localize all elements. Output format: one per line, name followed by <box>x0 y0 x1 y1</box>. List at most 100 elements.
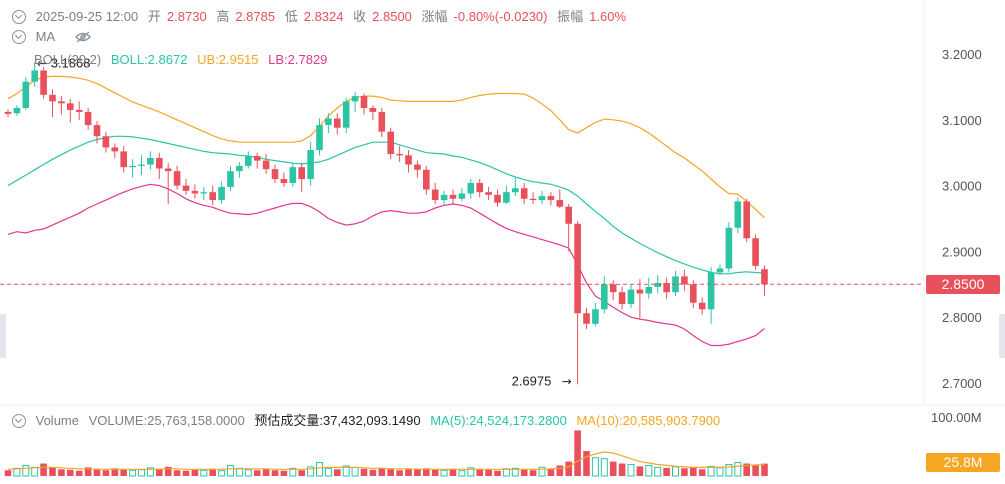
volume-bar <box>31 466 39 477</box>
volume-bar <box>235 467 243 477</box>
candle-body <box>325 118 332 126</box>
candle-body <box>369 107 377 112</box>
current-price-tag: 2.8500 <box>926 274 1000 294</box>
min-price-arrow: → <box>562 374 572 388</box>
price-axis-tick: 2.9000 <box>942 244 982 259</box>
candle-body <box>307 150 314 180</box>
volume-bar <box>271 470 279 476</box>
candle-body <box>129 165 136 168</box>
candle-body <box>378 111 386 132</box>
volume-bar <box>476 469 483 476</box>
candle-body <box>423 169 430 190</box>
volume-bar <box>494 470 501 476</box>
boll-upper-line <box>7 75 765 219</box>
volume-bar <box>574 430 581 476</box>
eye-off-icon[interactable] <box>74 31 91 46</box>
open-value: 2.8730 <box>166 9 207 24</box>
min-price-annotation: 2.6975 <box>512 373 552 388</box>
boll-lb-value: LB:2.7829 <box>268 52 328 67</box>
candle-body <box>209 192 216 201</box>
candle-body <box>618 292 626 305</box>
volume-bar <box>547 469 555 476</box>
candle-body <box>743 201 750 239</box>
candle-body <box>173 171 181 186</box>
volume-bar <box>191 469 199 476</box>
volume-bar <box>591 457 599 477</box>
volume-bar <box>698 469 706 476</box>
price-axis-tick: 3.0000 <box>942 179 982 194</box>
candle-body <box>681 276 688 285</box>
candle-body <box>440 194 448 201</box>
volume-bar <box>334 469 341 476</box>
volume-bar <box>316 462 323 477</box>
volume-bar <box>725 463 733 477</box>
volume-bar <box>618 463 626 476</box>
collapse-icon[interactable] <box>12 10 26 24</box>
low-value: 2.8324 <box>303 9 344 24</box>
volume-bar <box>716 467 724 477</box>
candle-body <box>645 286 653 294</box>
volume-bar <box>734 462 742 477</box>
candle-body <box>565 206 572 224</box>
volume-bar <box>49 467 56 476</box>
candle-body <box>485 192 492 195</box>
candle-body <box>200 192 208 194</box>
candle-body <box>191 190 199 194</box>
candle-body <box>476 182 483 193</box>
volume-bar <box>129 469 137 477</box>
volume-bar <box>761 463 768 476</box>
candle-body <box>396 154 403 156</box>
amplitude-value: 1.60% <box>589 9 627 24</box>
volume-bar <box>253 470 261 476</box>
left-scroll-handle[interactable] <box>0 314 6 358</box>
volume-bar <box>111 468 119 476</box>
candle-body <box>227 171 234 187</box>
volume-bar <box>146 467 154 477</box>
candle-body <box>93 125 101 137</box>
boll-name[interactable]: BOLL(20,2) <box>34 52 102 67</box>
candle-body <box>58 101 65 104</box>
candle-body <box>716 268 724 273</box>
volume-value: VOLUME:25,763,158.0000 <box>88 413 245 428</box>
estimated-volume: 预估成交量:37,432,093.1490 <box>254 413 421 428</box>
volume-bar <box>449 469 457 476</box>
right-scroll-handle[interactable] <box>999 314 1005 358</box>
volume-bar <box>485 469 492 476</box>
candle-body <box>574 223 581 314</box>
candle-body <box>520 188 528 199</box>
volume-label[interactable]: Volume <box>35 413 79 428</box>
candle-body <box>298 167 305 180</box>
volume-bar <box>218 470 226 477</box>
volume-toggle-icon[interactable] <box>12 414 26 428</box>
candle-body <box>84 111 92 126</box>
close-value: 2.8500 <box>372 9 412 24</box>
ohlc-header: 2025-09-25 12:00 开 2.8730 高 2.8785 低 2.8324… <box>12 6 632 25</box>
candle-body <box>67 103 74 110</box>
ma-label[interactable]: MA <box>35 29 56 44</box>
candle-body <box>289 167 297 183</box>
ma-toggle-icon[interactable] <box>12 30 26 44</box>
volume-ma10: MA(10):20,585,903.7900 <box>576 413 721 428</box>
volume-bar <box>209 468 216 476</box>
candle-body <box>449 194 457 199</box>
volume-bar <box>654 466 662 477</box>
bar-date: 2025-09-25 12:00 <box>35 9 139 24</box>
candle-body <box>13 107 21 114</box>
candle-body <box>761 269 768 285</box>
candle-body <box>316 125 323 151</box>
candle-body <box>538 196 546 201</box>
volume-bar <box>67 469 74 476</box>
candle-body <box>725 227 733 269</box>
candle-body <box>120 151 127 168</box>
candle-body <box>156 157 163 169</box>
candle-body <box>405 155 412 165</box>
volume-bar <box>200 469 208 477</box>
price-axis-tick: 2.8000 <box>942 310 982 325</box>
candle-body <box>342 101 350 128</box>
volume-bar <box>405 469 412 476</box>
candle-body <box>547 196 555 201</box>
volume-bar <box>173 470 181 476</box>
volume-ma-line <box>7 451 765 470</box>
volume-bar <box>138 469 145 477</box>
